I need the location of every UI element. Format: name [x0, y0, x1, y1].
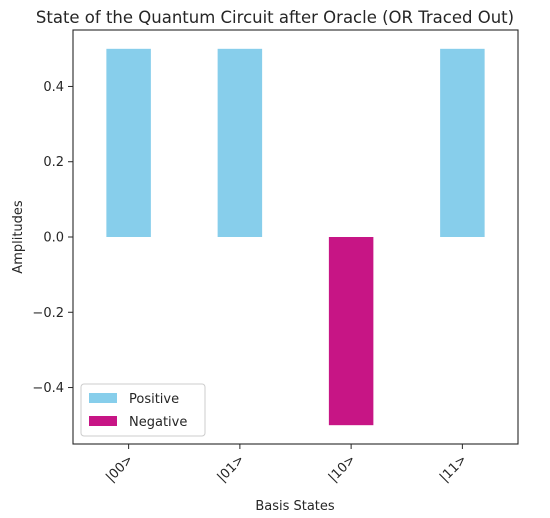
y-tick-label: 0.2	[43, 155, 64, 170]
x-tick-label: |10>	[326, 452, 359, 485]
x-tick-label: |01>	[215, 452, 248, 485]
y-tick-label: 0.0	[43, 231, 64, 246]
legend-label-positive: Positive	[129, 392, 179, 407]
y-axis-ticks: −0.4 −0.2 0.0 0.2 0.4	[32, 80, 73, 396]
bars-group	[106, 48, 485, 426]
x-axis-label: Basis States	[255, 499, 335, 514]
y-axis-label: Amplitudes	[11, 200, 26, 274]
bar-00	[106, 48, 151, 238]
plot-frame	[72, 29, 519, 445]
y-tick-label: −0.2	[32, 306, 64, 321]
y-tick-label: 0.4	[43, 80, 64, 95]
x-tick-label: |11>	[437, 452, 470, 485]
bar-10	[328, 237, 374, 426]
legend: Positive Negative	[80, 383, 206, 437]
chart-title: State of the Quantum Circuit after Oracl…	[36, 8, 514, 27]
bar-11	[440, 48, 485, 238]
legend-swatch-negative	[89, 416, 117, 426]
bar-01	[217, 48, 263, 238]
y-tick-label: −0.4	[32, 381, 64, 396]
x-tick-label: |00>	[103, 452, 136, 485]
legend-swatch-positive	[89, 393, 117, 403]
legend-label-negative: Negative	[129, 415, 187, 430]
x-axis-ticks: |00> |01> |10> |11>	[103, 444, 470, 485]
